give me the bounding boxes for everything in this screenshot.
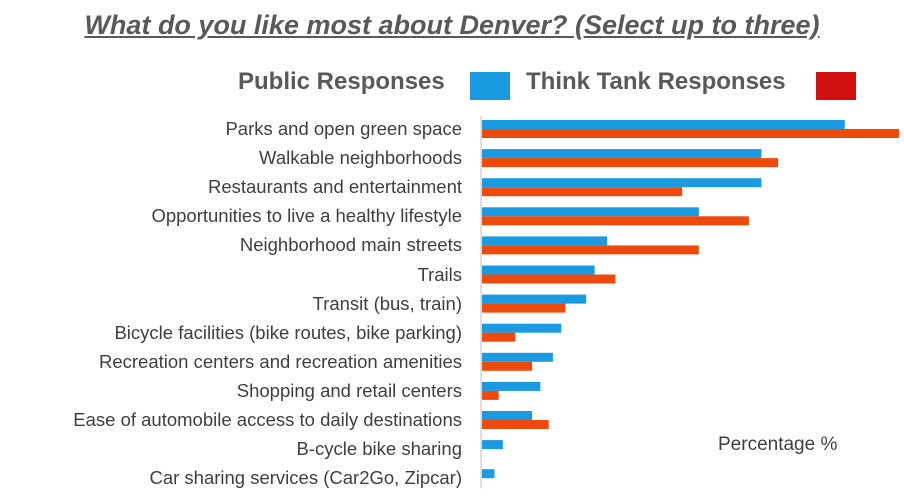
category-label: Neighborhood main streets bbox=[239, 234, 462, 256]
category-label: Shopping and retail centers bbox=[236, 379, 462, 401]
public-response-bar bbox=[482, 236, 608, 246]
category-label: B-cycle bike sharing bbox=[296, 438, 462, 460]
category-label: Walkable neighborhoods bbox=[259, 147, 462, 169]
think-tank-response-bar bbox=[482, 303, 566, 313]
legend-public-label: Public Responses bbox=[238, 68, 445, 95]
category-label: Opportunities to live a healthy lifestyl… bbox=[151, 205, 462, 227]
category-label: Car sharing services (Car2Go, Zipcar) bbox=[149, 467, 462, 489]
legend-public-swatch bbox=[470, 72, 510, 100]
think-tank-response-bar bbox=[482, 390, 499, 400]
public-response-bar bbox=[482, 178, 762, 188]
category-label: Restaurants and entertainment bbox=[207, 176, 462, 198]
public-response-bar bbox=[482, 352, 553, 362]
think-tank-response-bar bbox=[482, 129, 899, 138]
think-tank-response-bar bbox=[482, 187, 683, 197]
public-response-bar bbox=[482, 207, 699, 217]
category-label: Ease of automobile access to daily desti… bbox=[73, 409, 462, 430]
think-tank-response-bar bbox=[482, 361, 533, 371]
category-label: Transit (bus, train) bbox=[312, 292, 462, 314]
public-response-bar bbox=[482, 323, 562, 333]
think-tank-response-bar bbox=[482, 245, 699, 255]
category-label: Bicycle facilities (bike routes, bike pa… bbox=[114, 321, 462, 343]
public-response-bar bbox=[482, 469, 495, 479]
public-response-bar bbox=[482, 381, 541, 391]
think-tank-response-bar bbox=[482, 274, 616, 284]
think-tank-response-bar bbox=[482, 216, 749, 226]
category-label: Recreation centers and recreation amenit… bbox=[99, 350, 462, 372]
public-response-bar bbox=[482, 440, 503, 450]
category-label: Parks and open green space bbox=[225, 118, 462, 139]
public-response-bar bbox=[482, 120, 845, 129]
legend-think-tank-label: Think Tank Responses bbox=[526, 68, 786, 95]
public-response-bar bbox=[482, 149, 762, 159]
think-tank-response-bar bbox=[482, 332, 516, 342]
think-tank-response-bar bbox=[482, 158, 779, 168]
x-axis-label: Percentage % bbox=[718, 434, 838, 455]
chart-title: What do you like most about Denver? (Sel… bbox=[84, 10, 820, 40]
category-label: Trails bbox=[417, 263, 462, 285]
public-response-bar bbox=[482, 411, 533, 420]
legend-think-tank-swatch bbox=[816, 72, 856, 100]
public-response-bar bbox=[482, 265, 595, 275]
public-response-bar bbox=[482, 294, 587, 304]
think-tank-response-bar bbox=[482, 420, 549, 429]
